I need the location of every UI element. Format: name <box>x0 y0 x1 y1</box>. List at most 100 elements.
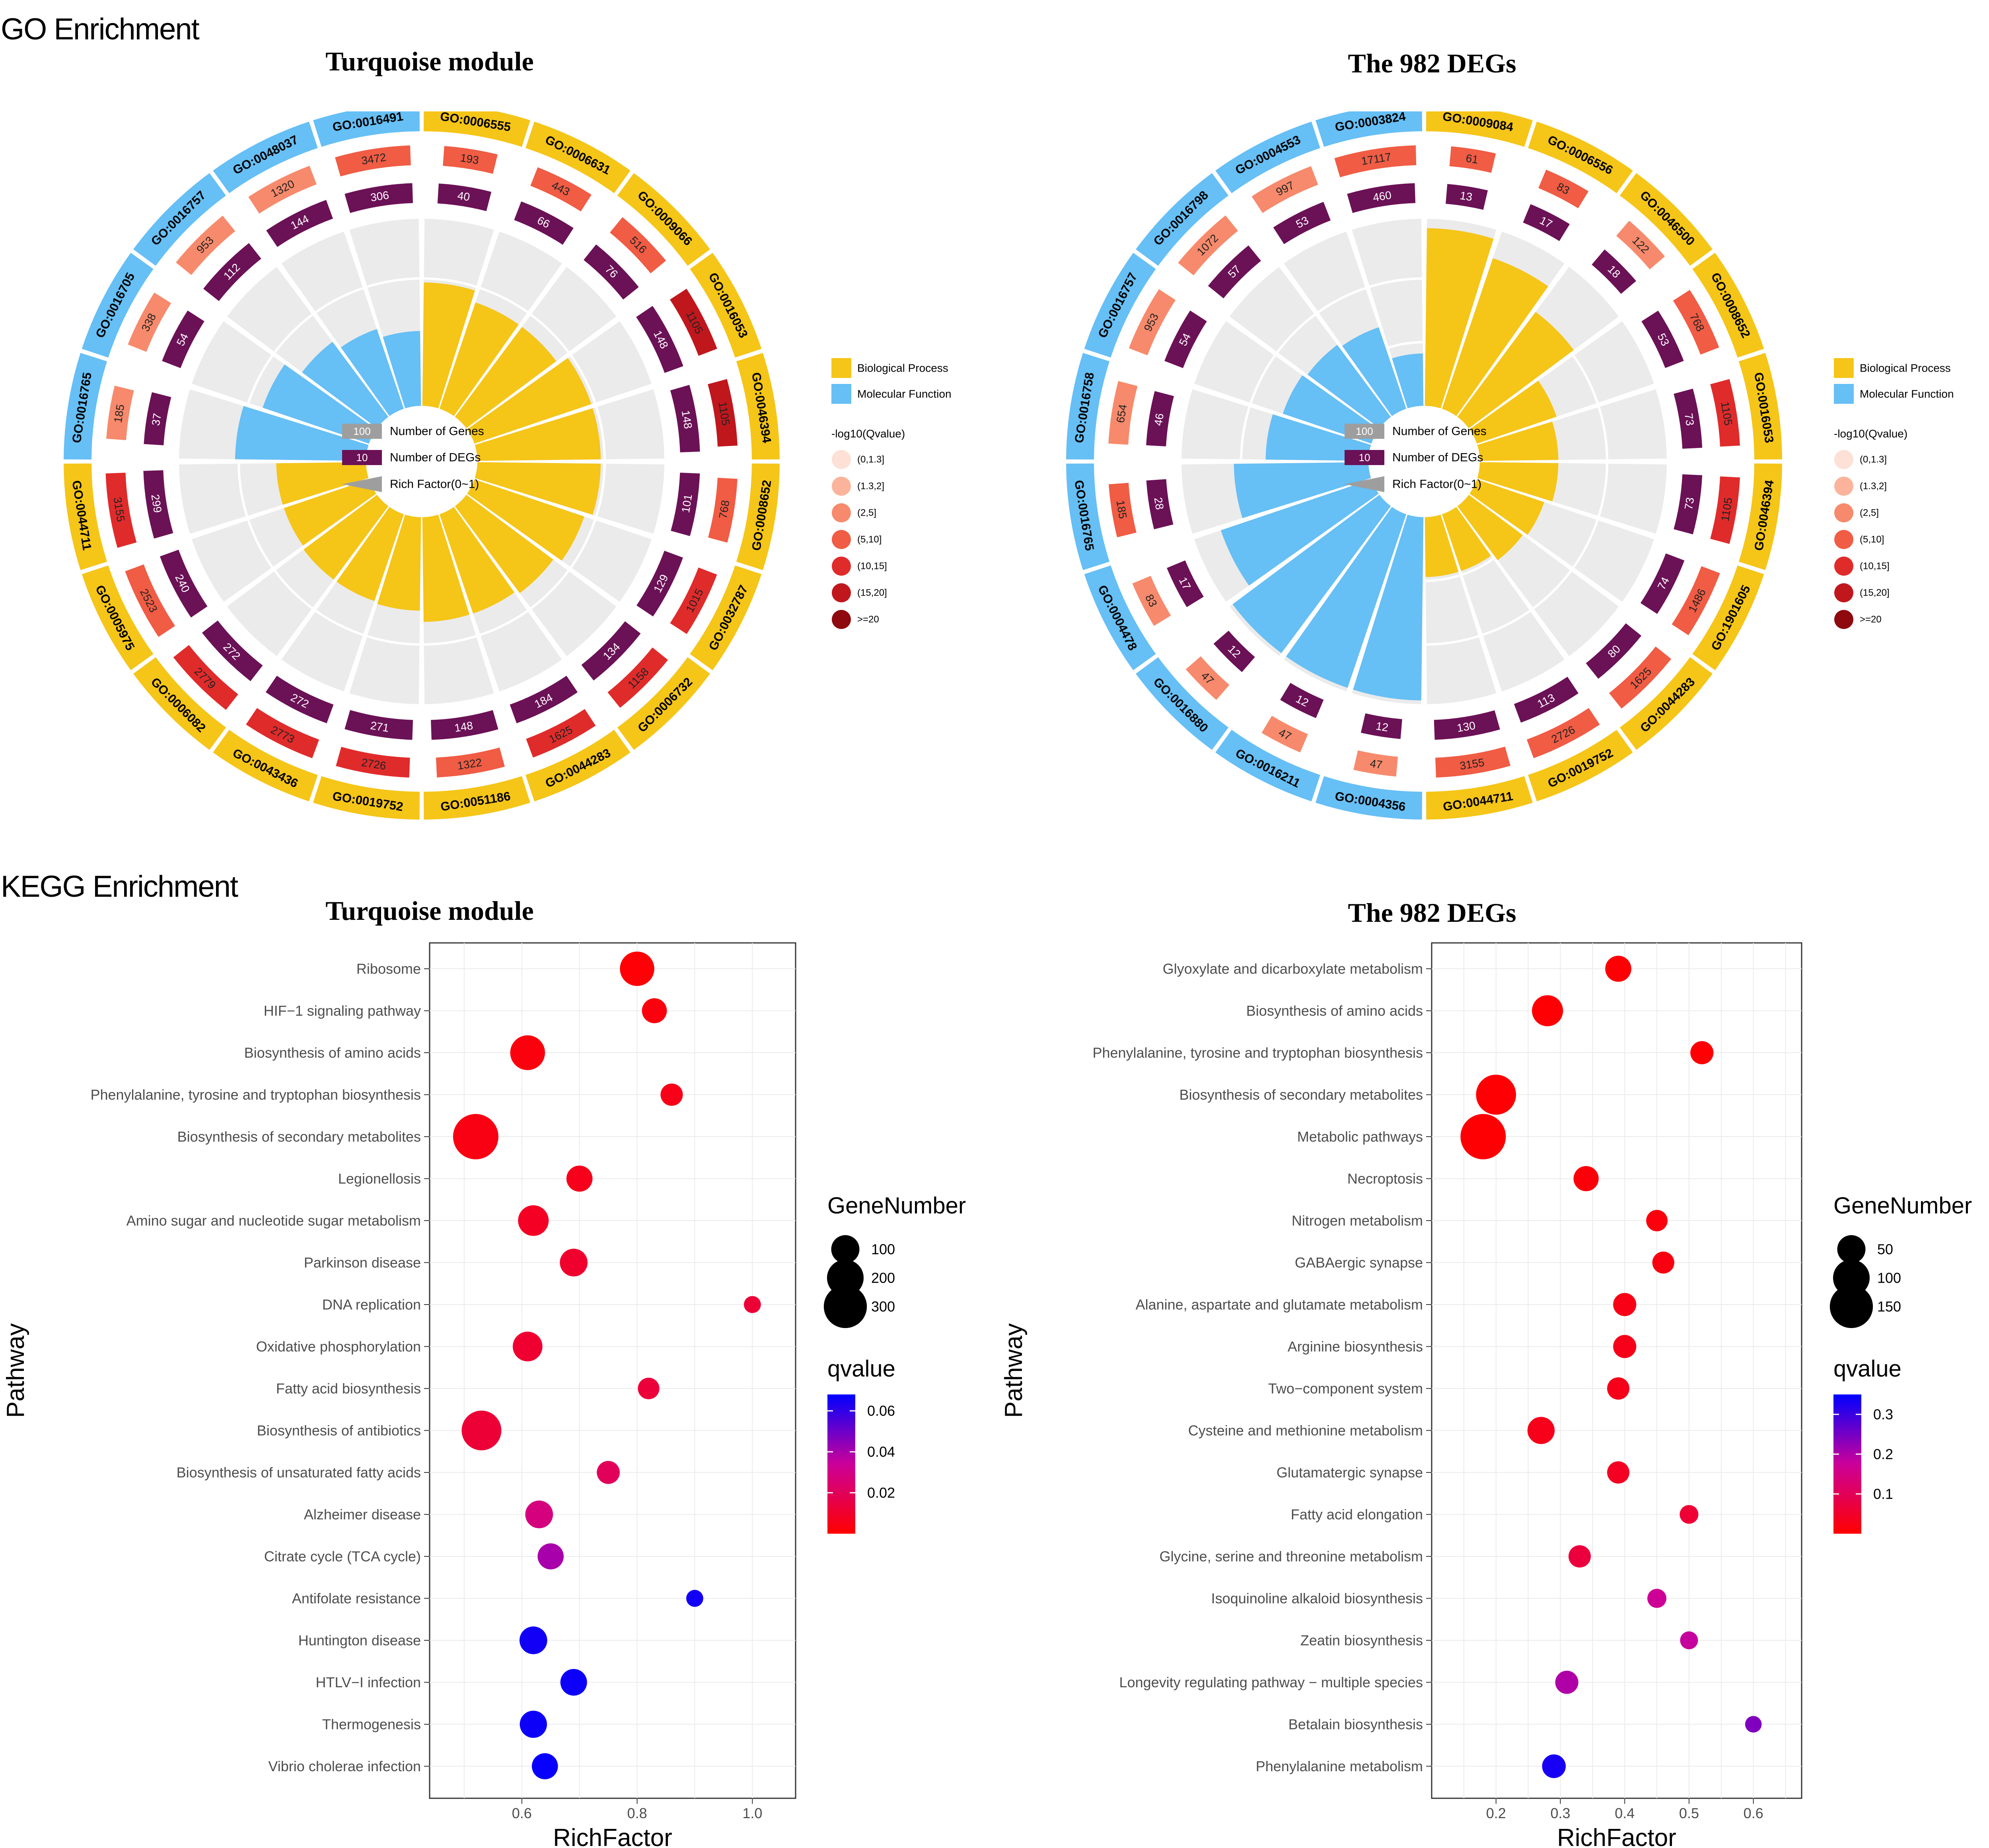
color-legend-title: qvalue <box>1833 1356 1901 1382</box>
go-circular-chart-degs: 1361GO:00090841783GO:000655618122GO:0046… <box>1066 111 1954 820</box>
rich-factor-bar <box>422 282 475 409</box>
genes-bar <box>1449 146 1496 173</box>
degs-bar <box>510 676 578 724</box>
rich-factor-bar <box>475 408 601 461</box>
degs-bar <box>144 392 171 446</box>
genes-bar <box>1251 166 1318 213</box>
pathway-point <box>1607 1461 1630 1484</box>
genes-bar <box>1609 646 1672 709</box>
degs-label: 28 <box>1152 497 1166 511</box>
term-band <box>525 730 631 802</box>
pathway-point <box>560 1669 587 1696</box>
legend-mf-swatch <box>1834 384 1854 404</box>
degs-bar <box>203 243 261 301</box>
color-tick-label: 0.3 <box>1873 1406 1893 1423</box>
term-band <box>1738 463 1782 570</box>
pathway-label: Citrate cycle (TCA cycle) <box>264 1548 421 1565</box>
term-band <box>617 173 710 266</box>
term-band <box>1528 730 1633 802</box>
degs-bar <box>1446 184 1488 210</box>
pathway-label: Biosynthesis of unsaturated fatty acids <box>177 1464 421 1481</box>
pathway-point <box>1690 1041 1714 1065</box>
color-tick-label: 0.06 <box>867 1403 895 1419</box>
pathway-point <box>519 1626 547 1654</box>
key-rich-label: Rich Factor(0~1) <box>390 478 479 491</box>
pathway-point <box>520 1710 547 1738</box>
genes-bar <box>1672 566 1720 635</box>
degs-bar <box>202 620 263 682</box>
legend-qvalue-bin: (2,5] <box>1860 508 1879 518</box>
pathway-label: Cysteine and methionine metabolism <box>1188 1422 1423 1439</box>
degs-label: 101 <box>679 493 695 514</box>
degs-label: 460 <box>1372 189 1392 204</box>
legend-qvalue-bin: >=20 <box>1860 614 1882 625</box>
legend-qvalue-title: -log10(Qvalue) <box>831 428 905 440</box>
degs-label: 148 <box>453 719 474 734</box>
degs-bar <box>344 710 413 740</box>
legend-qvalue-swatch <box>1834 583 1853 602</box>
degs-bar <box>160 549 208 618</box>
pathway-label: Fatty acid biosynthesis <box>276 1381 421 1397</box>
term-band <box>690 565 762 670</box>
pathway-label: Glycine, serine and threonine metabolism <box>1160 1548 1423 1565</box>
key-genes-label: Number of Genes <box>390 425 484 438</box>
term-band <box>1084 253 1156 358</box>
rich-factor-bar <box>1342 327 1407 416</box>
legend-qvalue-swatch <box>832 557 851 576</box>
term-band <box>133 657 226 750</box>
legend-qvalue-bin: (15,20] <box>857 588 887 598</box>
pathway-point <box>1680 1505 1699 1524</box>
legend-qvalue-bin: (0,1.3] <box>1860 454 1887 465</box>
pathway-point <box>1460 1114 1506 1159</box>
legend-bp-swatch <box>831 358 851 378</box>
rich-factor-bar <box>1457 312 1574 428</box>
pathway-label: Parkinson disease <box>304 1254 421 1271</box>
pathway-label: Biosynthesis of secondary metabolites <box>1179 1087 1423 1103</box>
term-band <box>82 253 154 358</box>
go-turquoise-title: Turquoise module <box>325 46 534 76</box>
degs-bar <box>1514 677 1579 723</box>
genes-bar <box>708 477 738 543</box>
genes-bar <box>1108 381 1138 445</box>
color-legend-title: qvalue <box>827 1356 895 1382</box>
term-band <box>1084 565 1156 670</box>
degs-bar <box>1640 553 1685 614</box>
pathway-label: HIF−1 signaling pathway <box>264 1003 421 1019</box>
rich-factor-bar <box>284 479 376 546</box>
degs-label: 73 <box>1682 497 1696 511</box>
genes-bar <box>1353 750 1398 777</box>
pathway-point <box>1652 1251 1674 1274</box>
key-degs-swatch <box>1345 450 1384 465</box>
legend-qvalue-swatch <box>832 450 851 469</box>
degs-bar <box>143 470 173 539</box>
size-legend-dot <box>1829 1285 1873 1328</box>
kegg-bubble-chart-degs: Glyoxylate and dicarboxylate metabolism B… <box>1000 942 1972 1848</box>
pathway-label: Longevity regulating pathway − multiple … <box>1119 1674 1423 1690</box>
pathway-label: Biosynthesis of amino acids <box>1246 1003 1423 1019</box>
degs-bar <box>1273 202 1331 244</box>
legend-qvalue-bin: (2,5] <box>857 508 876 518</box>
rich-grid-ring <box>1240 277 1608 646</box>
degs-bar <box>344 183 413 213</box>
size-legend-title: GeneNumber <box>827 1193 966 1219</box>
term-band <box>64 463 107 570</box>
pathway-label: Isoquinoline alkaloid biosynthesis <box>1211 1590 1423 1607</box>
size-legend-label: 50 <box>1877 1241 1893 1258</box>
pathway-label: Arginine biosynthesis <box>1288 1338 1423 1355</box>
term-band <box>64 353 107 460</box>
degs-bar <box>581 621 641 681</box>
pathway-label: Alanine, aspartate and glutamate metabol… <box>1136 1297 1423 1313</box>
legend-qvalue-swatch <box>1834 503 1853 522</box>
pathway-label: Biosynthesis of antibiotics <box>257 1422 421 1439</box>
legend-qvalue-bin: (5,10] <box>857 534 882 545</box>
rich-factor-bar <box>1392 353 1424 409</box>
genes-label: 185 <box>1114 499 1129 520</box>
legend-qvalue-swatch <box>1834 477 1853 496</box>
term-band <box>736 463 780 570</box>
pathway-point <box>453 1114 498 1159</box>
key-genes-swatch <box>342 424 382 439</box>
legend-qvalue-swatch <box>832 503 851 522</box>
term-band <box>133 173 226 266</box>
degs-bar <box>1674 474 1703 535</box>
